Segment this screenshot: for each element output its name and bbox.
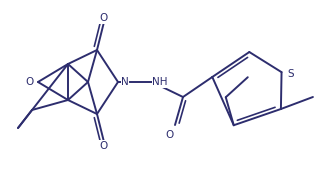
Text: O: O bbox=[26, 77, 34, 87]
Text: O: O bbox=[100, 141, 108, 151]
Text: O: O bbox=[165, 130, 173, 140]
Text: N: N bbox=[121, 77, 129, 87]
Text: O: O bbox=[100, 13, 108, 23]
Text: NH: NH bbox=[152, 77, 168, 87]
Text: S: S bbox=[287, 69, 294, 79]
